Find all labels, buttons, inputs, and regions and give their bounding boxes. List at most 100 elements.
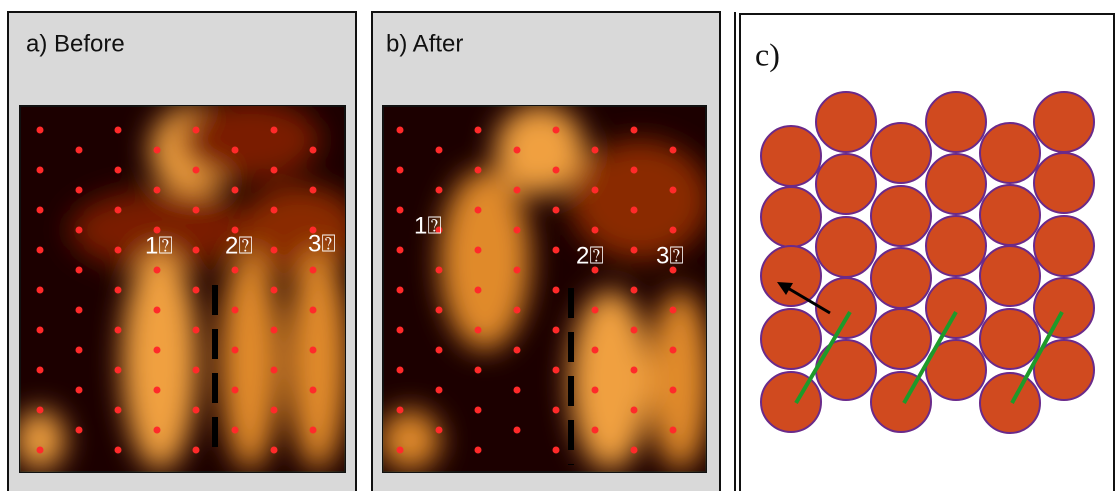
atom-model xyxy=(760,91,1095,434)
atom-dot xyxy=(396,446,404,454)
atom xyxy=(925,91,987,153)
atom-dot xyxy=(153,266,161,274)
atom-dot xyxy=(669,426,677,434)
atom-dot xyxy=(114,286,122,294)
atom-dot xyxy=(552,246,560,254)
atom-dot xyxy=(153,386,161,394)
atom-dot xyxy=(270,446,278,454)
row-line xyxy=(902,311,958,404)
atom-dot xyxy=(114,446,122,454)
atom-dot xyxy=(552,326,560,334)
atom-dot xyxy=(114,126,122,134)
atom-dot xyxy=(153,186,161,194)
atom xyxy=(1033,91,1095,153)
atom-dot xyxy=(513,346,521,354)
atom-dot xyxy=(474,126,482,134)
atom-dot xyxy=(630,246,638,254)
atom-dot xyxy=(231,386,239,394)
atom-dot xyxy=(270,246,278,254)
atom-dot xyxy=(153,346,161,354)
atom-dot xyxy=(192,166,200,174)
atom-dot xyxy=(36,246,44,254)
atom-dot xyxy=(435,146,443,154)
atom-dot xyxy=(669,306,677,314)
atom-dot xyxy=(231,346,239,354)
row-number: 1⍰ xyxy=(145,232,173,259)
atom-dot xyxy=(270,406,278,414)
row-number: 2⍰ xyxy=(225,232,253,259)
atom-dot xyxy=(192,446,200,454)
arrow-head xyxy=(777,282,793,295)
atom-dot xyxy=(270,366,278,374)
atom-dot xyxy=(552,446,560,454)
atom-dot xyxy=(669,386,677,394)
atom xyxy=(870,122,932,184)
atom-dot xyxy=(669,346,677,354)
atom-dot xyxy=(192,286,200,294)
atom-dot xyxy=(474,166,482,174)
atom-dot xyxy=(309,226,317,234)
atom-dot xyxy=(75,186,83,194)
atom-dot xyxy=(630,286,638,294)
atom-dot xyxy=(270,126,278,134)
atom xyxy=(760,125,822,187)
atom-dot xyxy=(153,306,161,314)
atom-dot xyxy=(591,426,599,434)
atom xyxy=(760,371,822,433)
row-number: 2⍰ xyxy=(576,242,604,269)
atom-dot xyxy=(231,426,239,434)
atom-dot xyxy=(591,266,599,274)
atom-dot xyxy=(36,366,44,374)
panel-label: c) xyxy=(755,36,780,72)
atom-dot xyxy=(270,206,278,214)
atom-dot xyxy=(192,246,200,254)
atom-dot xyxy=(396,126,404,134)
atom-dot xyxy=(513,266,521,274)
atom-dot xyxy=(309,386,317,394)
atom-dot xyxy=(231,186,239,194)
atom-dot xyxy=(474,406,482,414)
atom-dot xyxy=(396,286,404,294)
atom-dot xyxy=(309,266,317,274)
atom-dot xyxy=(591,186,599,194)
atom-dot xyxy=(513,386,521,394)
row-lines xyxy=(794,310,1064,405)
atom-dot xyxy=(552,126,560,134)
atom-dot xyxy=(630,206,638,214)
atom-dot xyxy=(75,346,83,354)
atom xyxy=(815,153,877,215)
atom-dot xyxy=(396,166,404,174)
atom xyxy=(979,122,1041,184)
atom-dot xyxy=(270,286,278,294)
atom xyxy=(815,277,877,339)
atom-dot xyxy=(396,246,404,254)
row-number: 3⍰ xyxy=(656,242,684,269)
atom-dots xyxy=(36,126,317,454)
atom-dot xyxy=(630,446,638,454)
atom-dot xyxy=(552,406,560,414)
atom-dot xyxy=(75,386,83,394)
atom-dot xyxy=(474,286,482,294)
atom-dot xyxy=(474,446,482,454)
row-number: 1⍰ xyxy=(414,212,442,239)
atom-dot xyxy=(552,206,560,214)
atom-dot xyxy=(153,226,161,234)
atom-dot xyxy=(513,226,521,234)
atom-dot xyxy=(114,246,122,254)
atom-dot xyxy=(309,346,317,354)
atom xyxy=(815,216,877,278)
atom xyxy=(870,308,932,370)
atom xyxy=(870,247,932,309)
atom-dot xyxy=(309,306,317,314)
atom-dot xyxy=(36,406,44,414)
atom-dot xyxy=(396,326,404,334)
atom-dot xyxy=(513,146,521,154)
atom-dot xyxy=(36,206,44,214)
atom-dot xyxy=(231,226,239,234)
atom-dot xyxy=(75,226,83,234)
atom-dot xyxy=(630,326,638,334)
atom-dot xyxy=(309,426,317,434)
atom-dot xyxy=(36,326,44,334)
atom-dot xyxy=(36,126,44,134)
